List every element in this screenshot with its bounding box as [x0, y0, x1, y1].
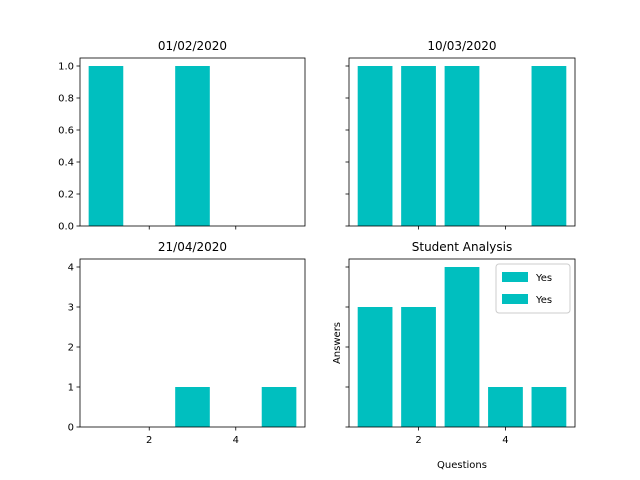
x-axis-label: Questions: [437, 460, 487, 471]
y-tick-label: 1.0: [58, 62, 74, 73]
axes-frame: [348, 258, 576, 428]
chart-title: 01/02/2020: [158, 39, 227, 53]
bar: [357, 66, 393, 226]
y-tick-label: 0.8: [58, 94, 74, 105]
y-tick-label: 0: [68, 423, 74, 434]
subplot-1: 0.0 0.2 0.4 0.6 0.8 1.0 01/02/2020: [58, 39, 306, 233]
subplot-3: 0 1 2 3 4 2 4 21/04/2020: [68, 240, 306, 446]
chart-title: 21/04/2020: [158, 240, 227, 254]
bar: [444, 66, 480, 226]
bar: [531, 66, 567, 226]
subplot-2: 10/03/2020: [345, 39, 576, 230]
bar: [175, 387, 210, 427]
axes-frame: [348, 57, 576, 227]
y-tick-label: 4: [68, 263, 74, 274]
bar: [175, 66, 210, 226]
x-tick-label: 2: [415, 435, 421, 446]
bar: [444, 267, 480, 427]
bar: [357, 307, 393, 427]
legend-swatch: [502, 272, 528, 282]
y-tick-label: 3: [68, 303, 74, 314]
bar: [401, 66, 436, 226]
subplot-4: 2 4 Student Analysis Questions Answers Yes Yes: [332, 240, 576, 471]
legend-label: Yes: [535, 273, 552, 284]
bar: [88, 66, 124, 226]
legend-swatch: [502, 294, 528, 304]
legend-label: Yes: [535, 295, 552, 306]
chart-title: 10/03/2020: [427, 39, 496, 53]
bar: [488, 387, 523, 427]
y-tick-label: 1: [68, 383, 74, 394]
bar: [531, 387, 567, 427]
chart-title: Student Analysis: [412, 240, 513, 254]
y-tick-label: 0.6: [58, 126, 74, 137]
y-tick-label: 0.0: [58, 222, 74, 233]
legend-box: [495, 263, 571, 314]
y-axis-label: Answers: [332, 322, 343, 364]
bar: [261, 387, 297, 427]
x-tick-label: 2: [146, 435, 152, 446]
y-tick-label: 0.4: [58, 158, 74, 169]
y-tick-label: 0.2: [58, 190, 74, 201]
legend: Yes Yes: [495, 263, 571, 314]
x-tick-label: 4: [233, 435, 239, 446]
axes-frame: [79, 258, 306, 428]
x-tick-label: 4: [502, 435, 508, 446]
y-tick-label: 2: [68, 343, 74, 354]
axes-frame: [79, 57, 306, 227]
bar: [401, 307, 436, 427]
